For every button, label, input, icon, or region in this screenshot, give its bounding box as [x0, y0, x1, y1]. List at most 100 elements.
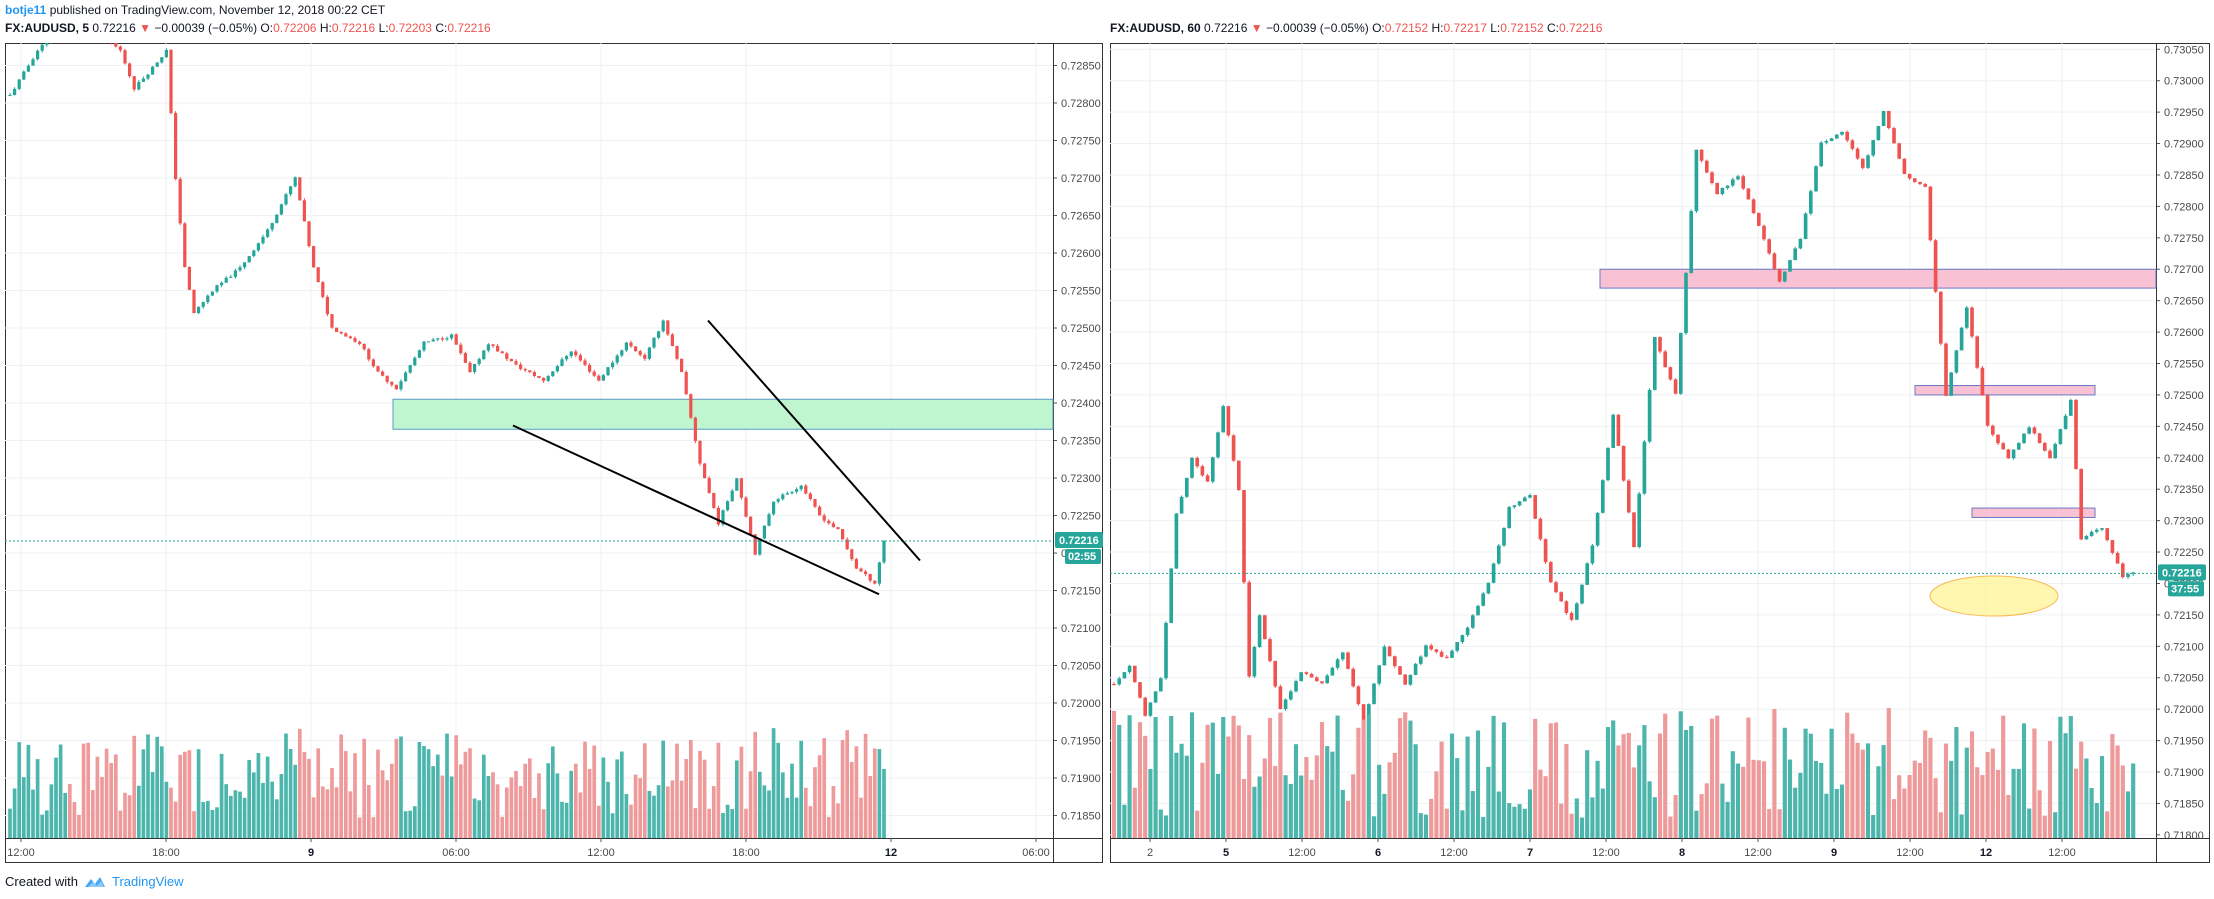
candle-body [187, 267, 192, 290]
candle-body [1278, 686, 1283, 710]
volume-bar [610, 813, 615, 838]
volume-bar [1397, 718, 1403, 838]
candle-body [270, 223, 274, 230]
candle-body [8, 95, 12, 97]
candle-body [574, 351, 578, 356]
candle-body [1985, 395, 1990, 426]
candle-body [1288, 691, 1293, 700]
left-chart-pane[interactable]: 0.72850 0.72800 0.72750 0.72700 0.72650 0.726… [5, 43, 1103, 863]
candle-body [1840, 131, 1844, 135]
right-symbol[interactable]: FX:AUDUSD, 60 [1110, 21, 1201, 35]
candle-body [1798, 238, 1803, 249]
candle-body [877, 562, 882, 584]
candle-body [357, 341, 362, 344]
volume-bar [316, 748, 321, 838]
y-tick-label: 0.72700 [2164, 264, 2204, 276]
candle-body [1455, 642, 1460, 651]
candle-body [606, 367, 610, 376]
volume-bar [1751, 759, 1756, 838]
y-tick-label: 0.72500 [1061, 323, 1101, 335]
volume-bar [1954, 726, 1959, 838]
volume-bar [1122, 804, 1127, 838]
candle-body [592, 371, 596, 376]
left-symbol[interactable]: FX:AUDUSD, 5 [5, 21, 90, 35]
candle-body [1476, 605, 1480, 616]
volume-bar [215, 807, 219, 838]
volume-bar [1715, 715, 1720, 838]
volume-bar [633, 774, 638, 838]
volume-bar [629, 804, 633, 838]
candle-body [1496, 545, 1501, 564]
volume-bar [1907, 774, 1912, 838]
volume-bar [845, 730, 850, 838]
candle-body [436, 338, 440, 340]
volume-bar [849, 761, 854, 838]
candle-body [528, 370, 532, 373]
volume-bar [583, 741, 587, 838]
candle-body [1673, 379, 1678, 394]
volume-bar [1231, 715, 1236, 838]
tradingview-brand-text: TradingView [111, 874, 184, 889]
volume-bar [182, 751, 187, 838]
y-tick-label: 0.72000 [1061, 698, 1101, 710]
volume-bar [2006, 794, 2011, 838]
volume-bar [353, 753, 357, 838]
y-tick-label: 0.72600 [1061, 248, 1101, 260]
wedge-upper-trendline [707, 319, 921, 562]
author-link[interactable]: botje11 [5, 3, 47, 17]
volume-bar [1132, 787, 1137, 838]
volume-bar [1871, 815, 1876, 838]
volume-bar [1345, 800, 1351, 838]
tradingview-link[interactable]: TradingView [84, 872, 184, 892]
candle-body [1195, 457, 1200, 467]
volume-bar [1756, 760, 1761, 838]
candle-body [1892, 128, 1896, 144]
candle-body [1314, 677, 1319, 682]
candle-body [1923, 184, 1928, 187]
candle-body [1377, 665, 1382, 684]
volume-bar [256, 753, 261, 838]
volume-bar [1865, 743, 1871, 838]
candle-body [1855, 148, 1860, 159]
chart-frame [5, 43, 1103, 863]
candle-body [1881, 110, 1886, 127]
last-price-tag-text: 0.72216 [1059, 535, 1099, 547]
y-tick-label: 0.72550 [2164, 359, 2204, 371]
volume-bar [1595, 760, 1600, 838]
volume-bar [2037, 790, 2042, 838]
volume-bar [412, 806, 417, 838]
left-chart-legend: FX:AUDUSD, 5 0.72216 ▼ −0.00039 (−0.05%)… [5, 21, 491, 35]
volume-bar [1772, 709, 1777, 838]
candle-body [845, 539, 849, 550]
candle-body [868, 574, 872, 581]
candle-body [859, 568, 863, 572]
left-chart-canvas[interactable]: 0.72850 0.72800 0.72750 0.72700 0.72650 0.726… [5, 43, 1103, 863]
last-price-tag [1055, 532, 1103, 548]
x-tick-label: 6 [1375, 847, 1381, 859]
volume-bar [495, 784, 500, 838]
candle-body [638, 351, 642, 355]
candle-body [160, 57, 164, 63]
candle-body [1413, 663, 1418, 675]
candle-body [1361, 704, 1366, 722]
candle-body [1652, 337, 1657, 390]
volume-bar [1111, 710, 1117, 838]
candle-body [316, 267, 320, 283]
candle-body [1179, 496, 1184, 514]
candle-body [288, 186, 293, 195]
candle-body [624, 342, 629, 351]
volume-bar [555, 773, 560, 838]
volume-bar [1798, 772, 1803, 838]
volume-bar [1777, 809, 1782, 838]
right-low-label: L: [1490, 21, 1501, 35]
right-last-price: 0.72216 [1204, 21, 1248, 35]
candle-body [1262, 615, 1267, 640]
candle-body [440, 338, 445, 340]
candle-body [1398, 666, 1402, 675]
chart-frame [1110, 43, 2210, 863]
right-chart-canvas[interactable]: 0.73050 0.73000 0.72950 0.72900 0.72850 0.728… [1110, 43, 2210, 863]
candle-body [1637, 493, 1642, 548]
right-chart-pane[interactable]: 0.73050 0.73000 0.72950 0.72900 0.72850 0.728… [1110, 43, 2210, 863]
x-tick-label: 12:00 [1592, 847, 1620, 859]
volume-bar [592, 745, 597, 838]
